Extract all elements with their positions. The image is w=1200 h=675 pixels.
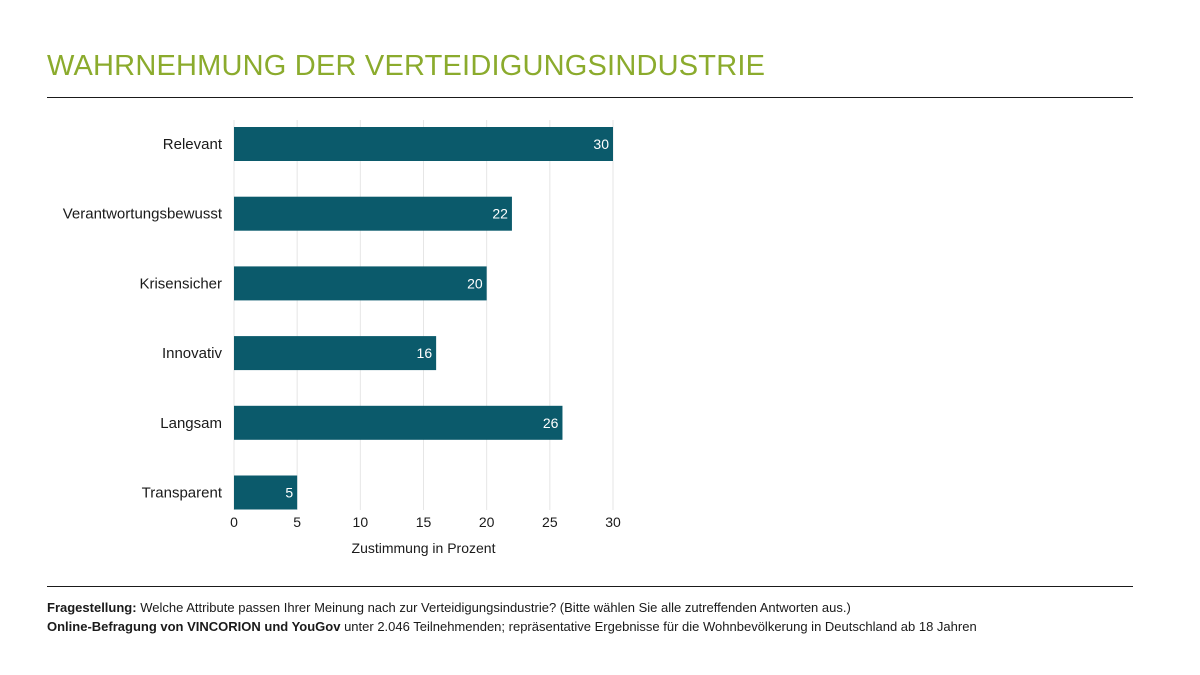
- bar-transparent: [234, 475, 298, 510]
- category-label: Krisensicher: [139, 275, 222, 292]
- bar-innovativ: [234, 336, 437, 371]
- x-tick-label: 15: [416, 514, 432, 530]
- x-axis-ticks: 0 5 10 15 20 25 30: [230, 514, 621, 530]
- bar-value-label: 26: [543, 415, 559, 431]
- category-label: Transparent: [142, 485, 223, 502]
- x-tick-label: 30: [605, 514, 621, 530]
- category-label: Langsam: [160, 415, 222, 432]
- bar-verantwortungsbewusst: [234, 196, 512, 231]
- question-text: Welche Attribute passen Ihrer Meinung na…: [136, 600, 851, 615]
- page-title: WAHRNEHMUNG DER VERTEIDIGUNGSINDUSTRIE: [47, 50, 766, 82]
- x-tick-label: 25: [542, 514, 558, 530]
- bar-krisensicher: [234, 266, 487, 301]
- question-label: Fragestellung:: [47, 600, 137, 615]
- bar-value-label: 20: [467, 275, 483, 291]
- source-text: unter 2.046 Teilnehmenden; repräsentativ…: [340, 619, 977, 634]
- x-tick-label: 10: [353, 514, 369, 530]
- source-line: Online-Befragung von VINCORION und YouGo…: [47, 617, 977, 636]
- x-tick-label: 20: [479, 514, 495, 530]
- bar-value-label: 30: [593, 136, 609, 152]
- x-axis-title: Zustimmung in Prozent: [352, 540, 496, 556]
- bar-value-label: 5: [285, 485, 293, 501]
- grid-lines: [233, 120, 614, 510]
- category-label: Innovativ: [162, 345, 223, 362]
- category-labels: Relevant Verantwortungsbewusst Krisensiche…: [63, 136, 223, 502]
- x-tick-label: 5: [293, 514, 301, 530]
- source-label: Online-Befragung von VINCORION und YouGo…: [47, 619, 341, 634]
- footer-divider: [47, 586, 1133, 587]
- category-label: Relevant: [163, 136, 223, 153]
- bars: 30 22 20 16 26 5: [234, 127, 613, 510]
- bar-relevant: [234, 127, 613, 161]
- title-divider: [47, 97, 1133, 98]
- bar-langsam: [234, 405, 563, 440]
- bar-value-label: 16: [417, 345, 433, 361]
- question-line: Fragestellung: Welche Attribute passen I…: [47, 598, 977, 617]
- category-label: Verantwortungsbewusst: [63, 206, 223, 223]
- footer-notes: Fragestellung: Welche Attribute passen I…: [47, 598, 977, 636]
- x-tick-label: 0: [230, 514, 238, 530]
- bar-value-label: 22: [492, 206, 508, 222]
